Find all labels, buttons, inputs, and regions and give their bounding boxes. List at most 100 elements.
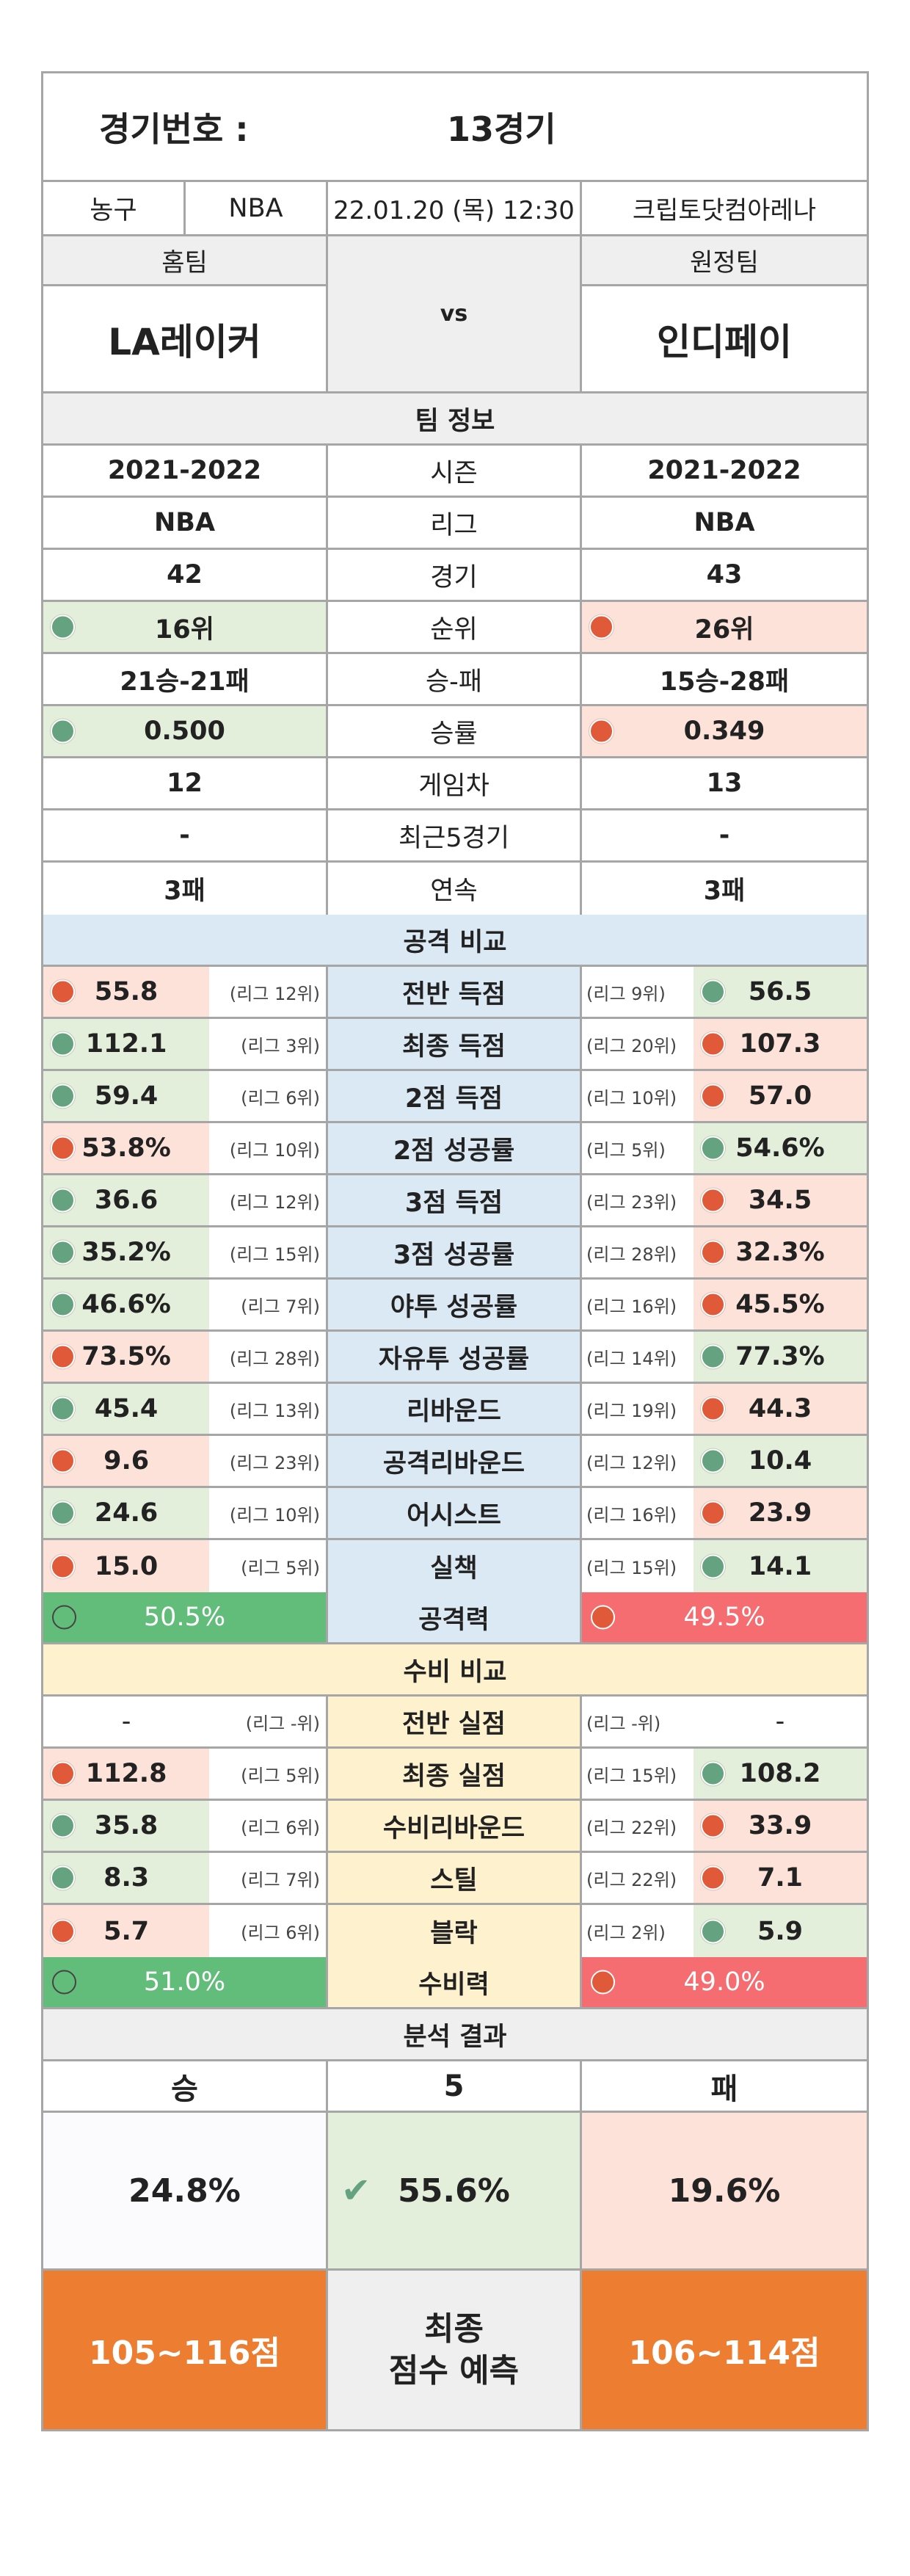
away-stat-number: 10.4 [748,1446,812,1476]
red-dot-icon [51,1344,75,1369]
away-stat-value: 5.9 [694,1905,867,1957]
red-dot-icon [701,1084,725,1109]
team-info-row: 0.500 승률 0.349 [43,706,867,758]
home-score-forecast: 105~116점 [43,2271,328,2429]
attack-row: 45.4 (리그 13위) 리바운드 (리그 19위) 44.3 [43,1384,867,1436]
away-stat-value: 107.3 [694,1019,867,1069]
home-league-rank: (리그 23위) [209,1436,326,1486]
team-info-label-cell: 최근5경기 [328,810,582,860]
attack-stat-label: 3점 득점 [328,1175,582,1225]
home-attack-power: 50.5% [43,1592,328,1642]
away-stat-number: 77.3% [735,1342,825,1371]
away-stat-number: 32.3% [735,1238,825,1267]
home-stat-number: 35.8 [94,1811,159,1840]
forecast-label-line2: 점수 예측 [388,2352,520,2390]
green-dot-icon [51,1865,75,1890]
away-stat-number: 45.5% [735,1290,825,1319]
away-stat: (리그 19위) 44.3 [582,1384,867,1434]
away-score-forecast: 106~114점 [582,2271,867,2429]
home-defense-power-value: 51.0% [143,1967,226,1997]
defense-stat-label: 최종 실점 [328,1749,582,1799]
home-stat-number: 36.6 [94,1186,159,1215]
home-stat-number: 73.5% [81,1342,171,1371]
away-stat-number: 7.1 [757,1863,803,1893]
home-stat: 55.8 (리그 12위) [43,967,328,1017]
red-dot-icon [701,1188,725,1213]
attack-row: 46.6% (리그 7위) 야투 성공률 (리그 16위) 45.5% [43,1280,867,1332]
team-info-row: 12 게임차 13 [43,758,867,810]
away-stat: (리그 23위) 34.5 [582,1175,867,1225]
home-stat: 112.1 (리그 3위) [43,1019,328,1069]
team-info-row: NBA 리그 NBA [43,498,867,550]
win-percent: 24.8% [43,2113,328,2268]
away-league-rank: (리그 20위) [582,1019,694,1069]
home-stat-number: 46.6% [81,1290,171,1319]
team-info-row: 16위 순위 26위 [43,602,867,654]
away-stat: (리그 12위) 10.4 [582,1436,867,1486]
home-league-rank: (리그 3위) [209,1019,326,1069]
away-league-rank: (리그 16위) [582,1488,694,1538]
draw-percent: ✔ 55.6% [328,2113,582,2268]
team-info-title: 팀 정보 [43,393,867,446]
away-league-rank: (리그 16위) [582,1280,694,1329]
away-league-rank: (리그 5위) [582,1123,694,1173]
attack-stat-label: 리바운드 [328,1384,582,1434]
away-stat-value: 77.3% [694,1332,867,1382]
home-league-rank: (리그 7위) [209,1280,326,1329]
home-stat-number: 112.1 [85,1029,167,1059]
attack-stat-label: 2점 성공률 [328,1123,582,1173]
home-stat-value: 15.0 [43,1540,210,1592]
away-stat-value: 32.3% [694,1227,867,1277]
red-dot-icon [701,1813,725,1838]
away-league-rank: (리그 9위) [582,967,694,1017]
away-stat: (리그 22위) 7.1 [582,1853,867,1903]
away-stat-value: 34.5 [694,1175,867,1225]
home-stat: 59.4 (리그 6위) [43,1071,328,1121]
green-dot-icon [701,1448,725,1473]
away-stat-value: 7.1 [694,1853,867,1903]
away-stat-value: 45.5% [694,1280,867,1329]
team-info-home-cell: 21승-21패 [43,654,328,704]
team-info-away-cell: 43 [706,560,743,589]
green-dot-icon [51,1031,75,1056]
team-info-table: 2021-2022 시즌 2021-2022 NBA 리그 NBA 42 경기 43 16위 순위 2… [43,446,867,915]
home-stat-value: 73.5% [43,1332,210,1382]
home-stat-number: 53.8% [81,1133,171,1163]
attack-row: 73.5% (리그 28위) 자유투 성공률 (리그 14위) 77.3% [43,1332,867,1384]
team-info-label-cell: 시즌 [328,446,582,496]
team-info-home-cell: 16위 [43,602,328,652]
away-stat-number: 33.9 [748,1811,812,1840]
red-dot-icon [51,1554,75,1578]
away-stat-number: 57.0 [748,1081,812,1111]
red-dot-icon [51,979,75,1004]
home-stat: 5.7 (리그 6위) [43,1905,328,1957]
away-league-rank: (리그 22위) [582,1853,694,1903]
green-dot-icon [51,1240,75,1265]
home-stat-number: 8.3 [103,1863,150,1893]
home-stat-value: 9.6 [43,1436,210,1486]
team-info-value: 0.349 [683,716,765,746]
green-dot-icon [51,614,75,639]
defense-table: - (리그 -위) 전반 실점 (리그 -위) -112.8 (리그 5위) 최종 실점 (리… [43,1697,867,1957]
team-info-away-cell: - [718,821,730,850]
home-stat-value: 36.6 [43,1175,210,1225]
away-attack-power-value: 49.5% [683,1603,765,1632]
green-dot-icon [51,1292,75,1317]
draw-percent-value: 55.6% [398,2172,510,2210]
home-league-rank: (리그 6위) [209,1071,326,1121]
red-dot-icon [51,1919,75,1943]
home-stat-value: 112.8 [43,1749,210,1799]
green-dot-icon [51,1084,75,1109]
away-stat-value: 14.1 [694,1540,867,1592]
defense-row: 35.8 (리그 6위) 수비리바운드 (리그 22위) 33.9 [43,1801,867,1853]
away-stat: (리그 16위) 45.5% [582,1280,867,1329]
home-team-label: 홈팀 [43,236,326,286]
away-stat-number: 23.9 [748,1498,812,1528]
attack-table: 55.8 (리그 12위) 전반 득점 (리그 9위) 56.5 112.1 (리그 3위)… [43,967,867,1592]
attack-row: 15.0 (리그 5위) 실책 (리그 15위) 14.1 [43,1540,867,1592]
home-stat: 73.5% (리그 28위) [43,1332,328,1382]
attack-row: 53.8% (리그 10위) 2점 성공률 (리그 5위) 54.6% [43,1123,867,1175]
team-info-away-cell: 15승-28패 [659,667,790,697]
defense-row: 8.3 (리그 7위) 스틸 (리그 22위) 7.1 [43,1853,867,1905]
away-league-rank: (리그 12위) [582,1436,694,1486]
